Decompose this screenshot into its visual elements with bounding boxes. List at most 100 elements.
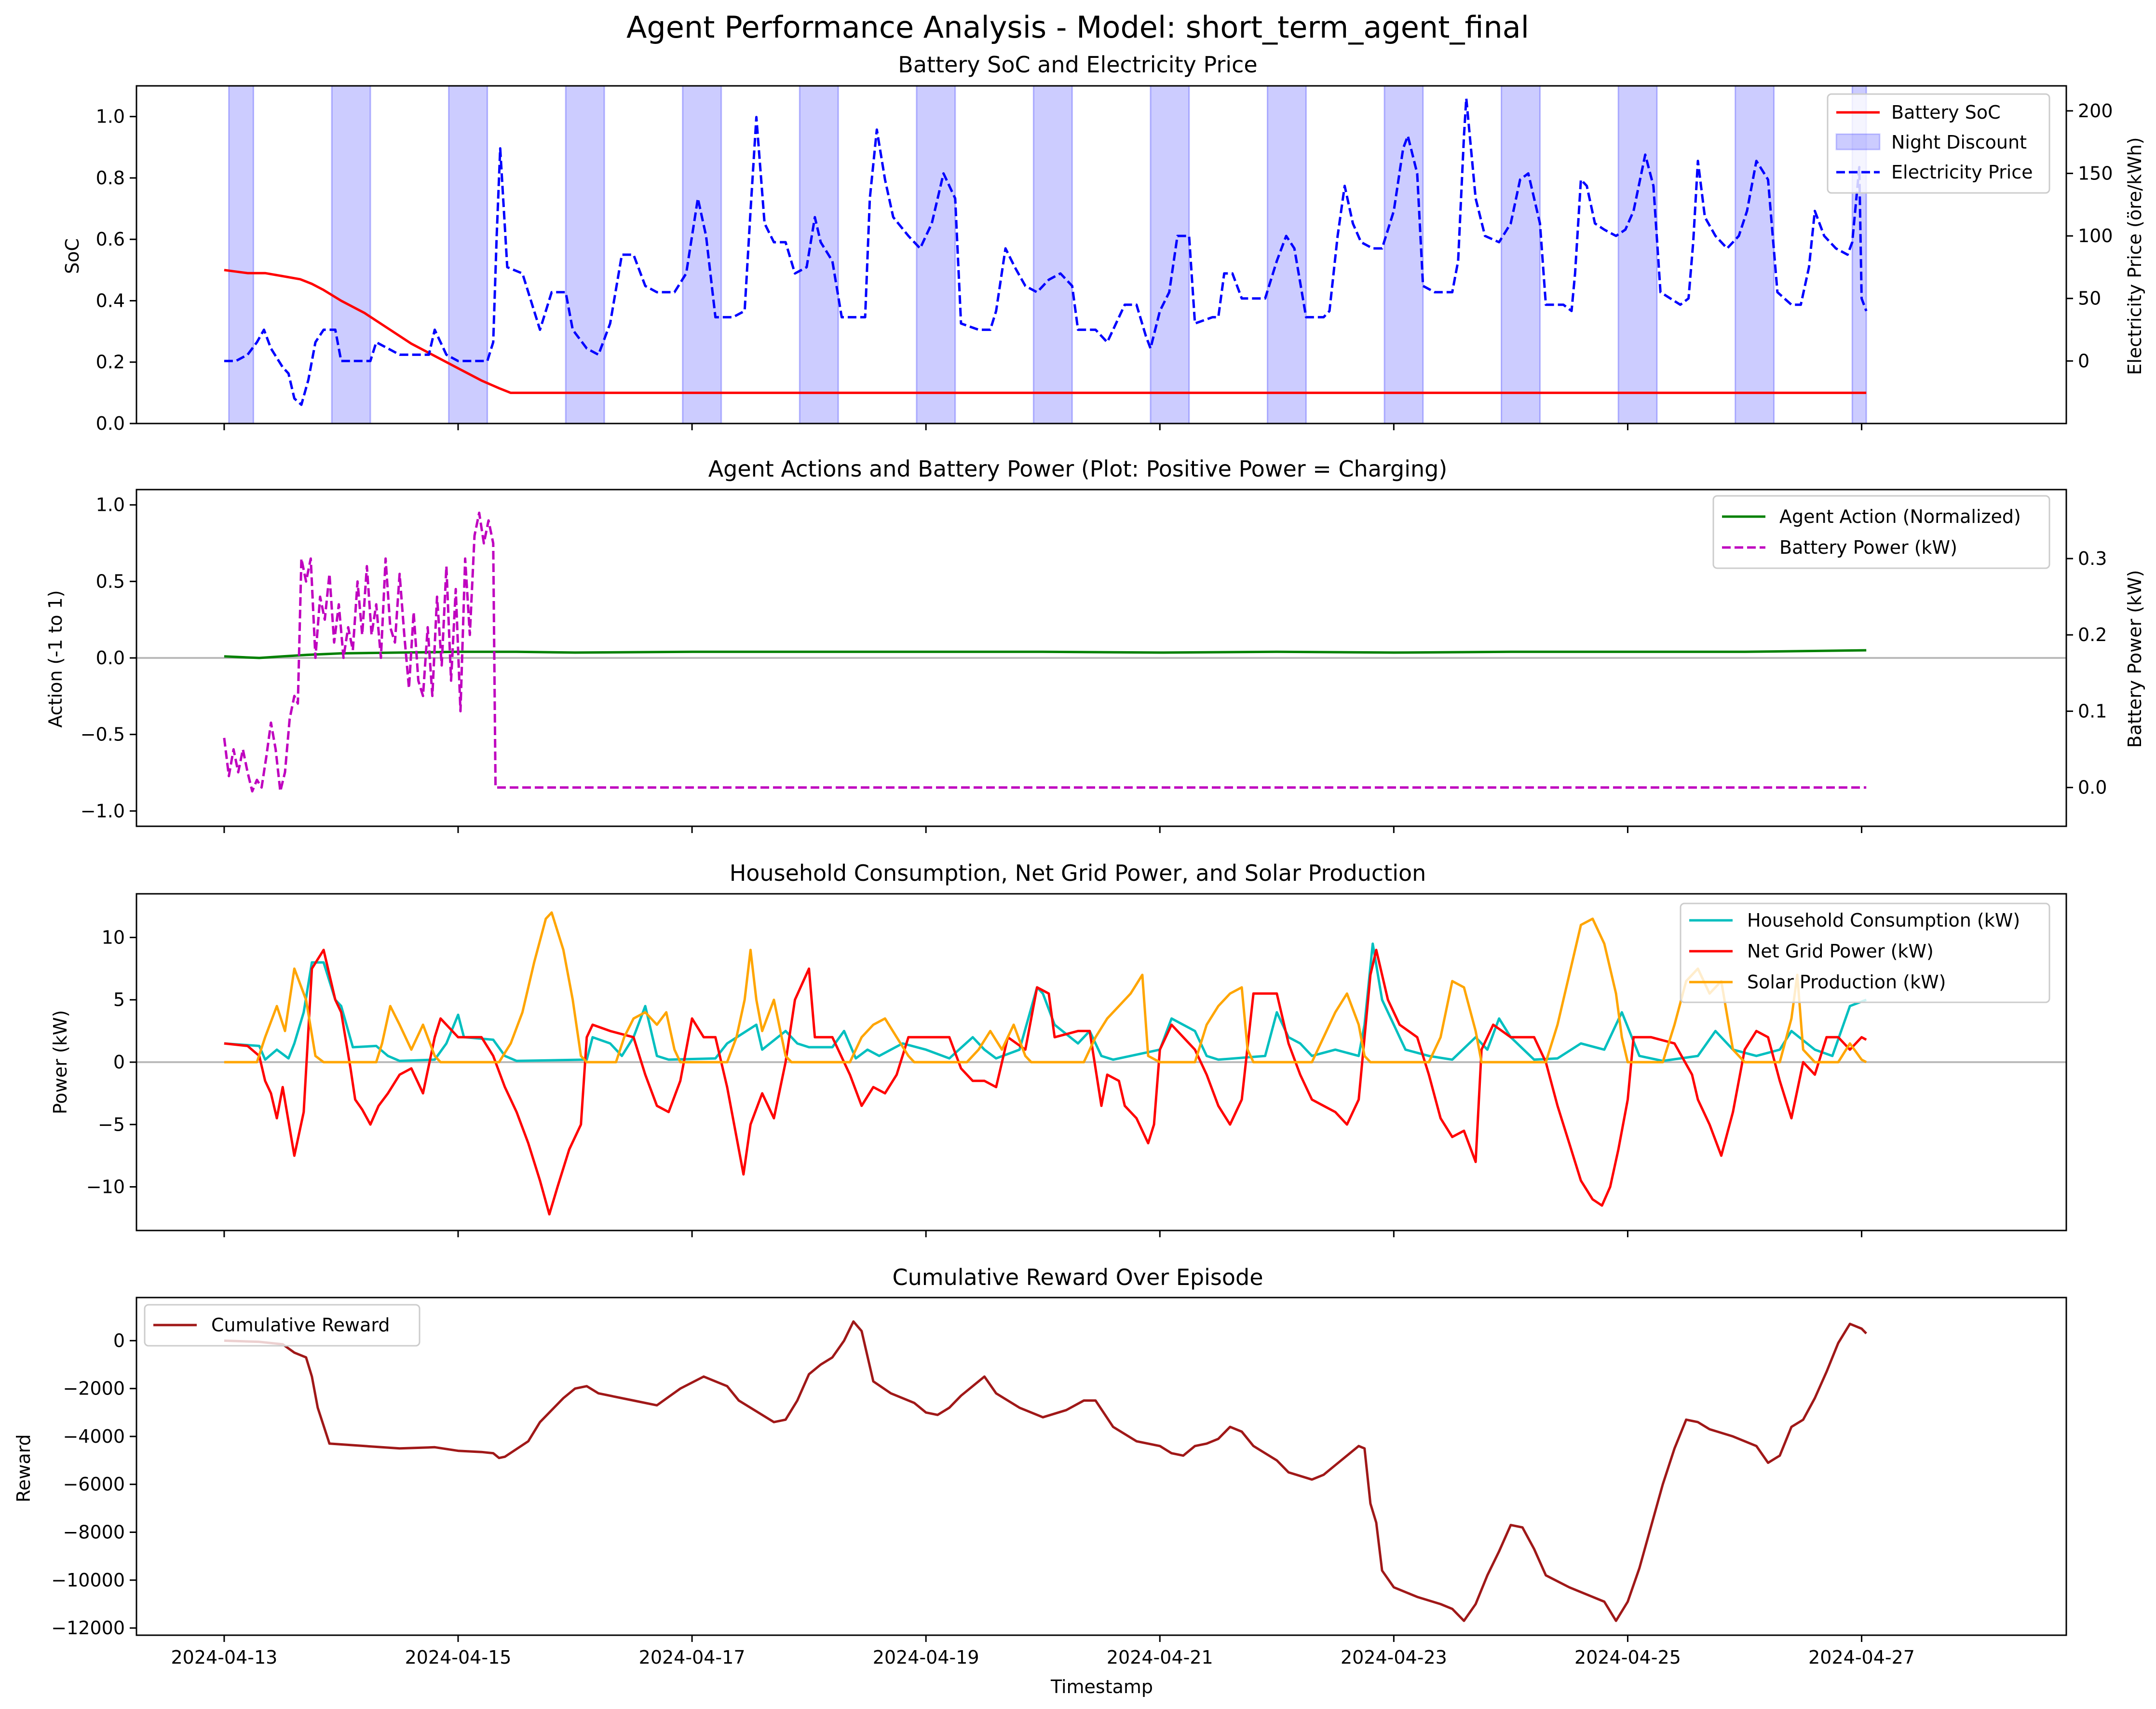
x-tick-label: 2024-04-23 bbox=[1341, 1647, 1447, 1668]
y-tick-label-right: 0.2 bbox=[2078, 624, 2107, 645]
legend-frame bbox=[1827, 93, 2050, 194]
y-tick-label: 0.0 bbox=[96, 647, 125, 669]
night-discount-band-11 bbox=[1501, 85, 1541, 424]
panel-reward: Cumulative Reward Over Episode −12000 −10… bbox=[13, 1264, 2067, 1642]
x-tick-label: 2024-04-15 bbox=[405, 1647, 512, 1668]
night-discount-band-1 bbox=[331, 85, 371, 424]
x-tick-label: 2024-04-25 bbox=[1574, 1647, 1681, 1668]
night-discount-band-3 bbox=[565, 85, 605, 424]
y-tick-label: 0 bbox=[113, 1052, 125, 1073]
panel-2-title: Agent Actions and Battery Power (Plot: P… bbox=[708, 456, 1448, 482]
y-tick-label: −8000 bbox=[63, 1522, 125, 1543]
panel-2-plot: −1.0 −0.5 0.0 0.5 1.0 0.0 0.1 0.2 0.3 bbox=[81, 489, 2107, 833]
legend-label-solar: Solar Production (kW) bbox=[1747, 971, 1946, 993]
y-tick-label-right: 0.0 bbox=[2078, 777, 2107, 798]
y-tick-label: −12000 bbox=[51, 1617, 125, 1639]
x-tick-labels: 2024-04-13 2024-04-15 2024-04-17 2024-04-19… bbox=[171, 1647, 1914, 1668]
series-line-1-1 bbox=[224, 97, 1868, 406]
y-tick-label: 5 bbox=[113, 989, 125, 1011]
y-tick-label: −0.5 bbox=[81, 724, 125, 745]
y-tick-label: 1.0 bbox=[96, 494, 125, 516]
y-tick-label-right: 0 bbox=[2078, 350, 2089, 371]
y-tick-label: 0.0 bbox=[96, 413, 125, 434]
y-tick-label: 0 bbox=[113, 1330, 125, 1351]
y-tick-label: −10000 bbox=[51, 1570, 125, 1591]
panel-4-plot: −12000 −10000 −8000 −6000 −4000 −2000 0 bbox=[51, 1297, 2067, 1642]
legend-frame bbox=[1712, 495, 2050, 569]
panel-1-title: Battery SoC and Electricity Price bbox=[898, 52, 1257, 78]
panel-3-ylabel: Power (kW) bbox=[50, 1010, 71, 1114]
series-line-2-0 bbox=[224, 649, 1867, 659]
axes-frame bbox=[136, 85, 2067, 424]
panel-1-plot: 0.0 0.2 0.4 0.6 0.8 1.0 0 50 100 150 200 bbox=[96, 85, 2113, 434]
x-tick-label: 2024-04-21 bbox=[1107, 1647, 1213, 1668]
legend-frame bbox=[144, 1304, 420, 1347]
figure-title: Agent Performance Analysis - Model: shor… bbox=[626, 10, 1529, 45]
night-discount-band-13 bbox=[1735, 85, 1775, 424]
axes-frame bbox=[136, 1297, 2067, 1636]
legend-label-price: Electricity Price bbox=[1891, 162, 2033, 183]
x-tick-label: 2024-04-19 bbox=[873, 1647, 979, 1668]
panel-2-legend: Agent Action (Normalized) Battery Power … bbox=[1712, 495, 2050, 569]
panel-1-ylabel: SoC bbox=[62, 238, 83, 274]
night-discount-band-10 bbox=[1383, 85, 1424, 424]
panel-3-plot: −10 −5 0 5 10 bbox=[86, 893, 2067, 1237]
series-line-1-0 bbox=[224, 269, 1867, 394]
series-line-3-2 bbox=[224, 911, 1867, 1064]
legend-label-reward: Cumulative Reward bbox=[211, 1314, 390, 1336]
night-discount-band-6 bbox=[916, 85, 956, 424]
y-tick-label: 1.0 bbox=[96, 106, 125, 127]
panel-1-ylabel-right: Electricity Price (öre/kWh) bbox=[2124, 137, 2145, 375]
panel-4-legend: Cumulative Reward bbox=[144, 1304, 420, 1347]
x-tick-label: 2024-04-17 bbox=[639, 1647, 746, 1668]
y-tick-label: 0.6 bbox=[96, 229, 125, 250]
panel-4-ylabel: Reward bbox=[13, 1434, 34, 1503]
series-line-3-1 bbox=[224, 948, 1867, 1216]
series-line-3-0 bbox=[224, 942, 1867, 1062]
y-tick-label: −6000 bbox=[63, 1474, 125, 1495]
night-discount-band-7 bbox=[1032, 85, 1073, 424]
y-tick-label: 0.2 bbox=[96, 352, 125, 373]
y-tick-label: −1.0 bbox=[81, 800, 125, 821]
y-tick-label: 0.5 bbox=[96, 571, 125, 592]
y-tick-label-right: 200 bbox=[2078, 100, 2113, 122]
y-tick-label: 0.4 bbox=[96, 290, 125, 311]
panel-3-legend: Household Consumption (kW) Net Grid Powe… bbox=[1680, 902, 2050, 1003]
legend-label-night: Night Discount bbox=[1891, 132, 2027, 153]
y-tick-label: 10 bbox=[102, 927, 125, 948]
legend-label-action: Agent Action (Normalized) bbox=[1779, 506, 2021, 527]
night-discount-band-8 bbox=[1150, 85, 1190, 424]
night-discount-band-9 bbox=[1266, 85, 1307, 424]
panel-3-title: Household Consumption, Net Grid Power, a… bbox=[730, 860, 1426, 886]
y-tick-label: −2000 bbox=[63, 1378, 125, 1399]
series-line-2-1 bbox=[223, 511, 1867, 793]
legend-label-household: Household Consumption (kW) bbox=[1747, 910, 2020, 931]
panel-actions-battery: Agent Actions and Battery Power (Plot: P… bbox=[45, 456, 2145, 833]
panel-soc-price: Battery SoC and Electricity Price 0.0 0.2… bbox=[62, 52, 2145, 434]
series-line-4-0 bbox=[224, 1320, 1867, 1622]
y-tick-label-right: 0.3 bbox=[2078, 548, 2107, 569]
panel-2-ylabel-right: Battery Power (kW) bbox=[2124, 570, 2145, 748]
legend-swatch-night bbox=[1835, 133, 1881, 150]
legend-label-soc: Battery SoC bbox=[1891, 102, 2001, 123]
panel-power: Household Consumption, Net Grid Power, a… bbox=[50, 860, 2067, 1237]
y-tick-label: −10 bbox=[86, 1176, 125, 1198]
y-tick-label-right: 150 bbox=[2078, 163, 2113, 184]
legend-label-grid: Net Grid Power (kW) bbox=[1747, 941, 1934, 962]
x-tick-label: 2024-04-13 bbox=[171, 1647, 277, 1668]
y-tick-label: −5 bbox=[98, 1114, 125, 1135]
legend-label-battery: Battery Power (kW) bbox=[1779, 537, 1957, 558]
night-discount-band-12 bbox=[1617, 85, 1658, 424]
night-discount-band-0 bbox=[228, 85, 255, 424]
panel-1-legend: Battery SoC Night Discount Electricity P… bbox=[1827, 93, 2050, 194]
y-tick-label: −4000 bbox=[63, 1426, 125, 1447]
y-tick-label-right: 100 bbox=[2078, 225, 2113, 246]
panel-4-title: Cumulative Reward Over Episode bbox=[892, 1264, 1263, 1290]
y-tick-label-right: 50 bbox=[2078, 288, 2101, 309]
y-tick-label-right: 0.1 bbox=[2078, 700, 2107, 722]
legend-frame bbox=[1680, 902, 2050, 1003]
panel-2-ylabel: Action (-1 to 1) bbox=[45, 590, 66, 727]
x-axis-label: Timestamp bbox=[1050, 1676, 1153, 1697]
night-discount-band-5 bbox=[799, 85, 839, 424]
